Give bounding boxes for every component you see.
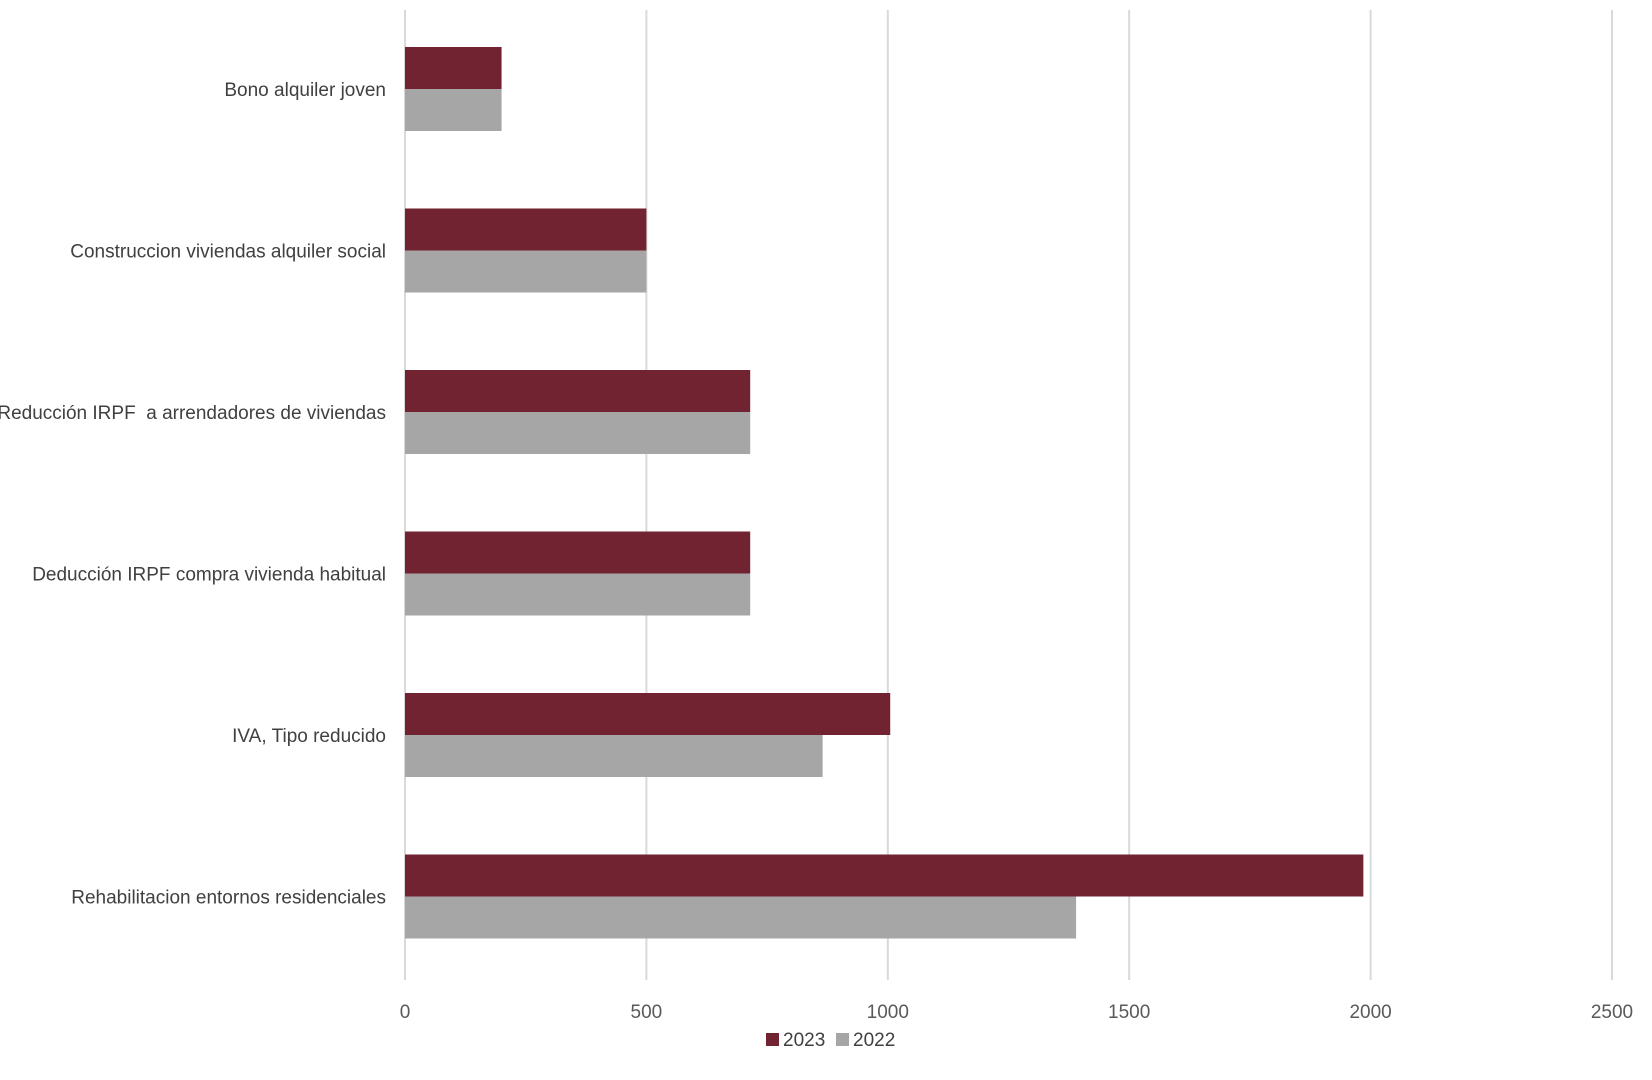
x-tick-label: 0	[400, 1002, 411, 1023]
bar-2022	[405, 89, 502, 131]
category-label: Deducción IRPF compra vivienda habitual	[32, 565, 386, 586]
bar-2023	[405, 854, 1364, 897]
legend-swatch-2023	[766, 1033, 779, 1046]
legend: 2023 2022	[766, 1030, 895, 1051]
legend-label: 2022	[853, 1030, 895, 1051]
legend-label: 2023	[783, 1030, 825, 1051]
bar-2022	[405, 412, 751, 454]
x-tick-label: 1000	[867, 1002, 909, 1023]
bar-2023	[405, 370, 751, 412]
category-label: IVA, Tipo reducido	[232, 726, 386, 747]
category-labels: Bono alquiler joven Construccion vivienda…	[0, 80, 386, 909]
category-label: Reducción IRPF a arrendadores de viviend…	[0, 403, 386, 424]
legend-swatch-2022	[836, 1033, 849, 1046]
bar-2023	[405, 47, 502, 89]
bar-2022	[405, 573, 751, 616]
bar-2023	[405, 208, 647, 251]
bar-2022	[405, 896, 1077, 939]
bar-2023	[405, 531, 751, 574]
bar-2022	[405, 735, 823, 777]
category-label: Bono alquiler joven	[224, 80, 386, 101]
gridlines	[404, 10, 1613, 980]
bar-2022	[405, 250, 647, 293]
x-tick-label: 2000	[1349, 1002, 1391, 1023]
bars	[405, 47, 1364, 939]
x-axis-ticks: 0 500 1000 1500 2000 2500	[400, 1002, 1633, 1023]
x-tick-label: 1500	[1108, 1002, 1150, 1023]
bar-2023	[405, 693, 891, 735]
category-label: Construccion viviendas alquiler social	[70, 242, 386, 263]
x-tick-label: 500	[631, 1002, 663, 1023]
category-label: Rehabilitacion entornos residenciales	[71, 888, 386, 909]
x-tick-label: 2500	[1591, 1002, 1633, 1023]
